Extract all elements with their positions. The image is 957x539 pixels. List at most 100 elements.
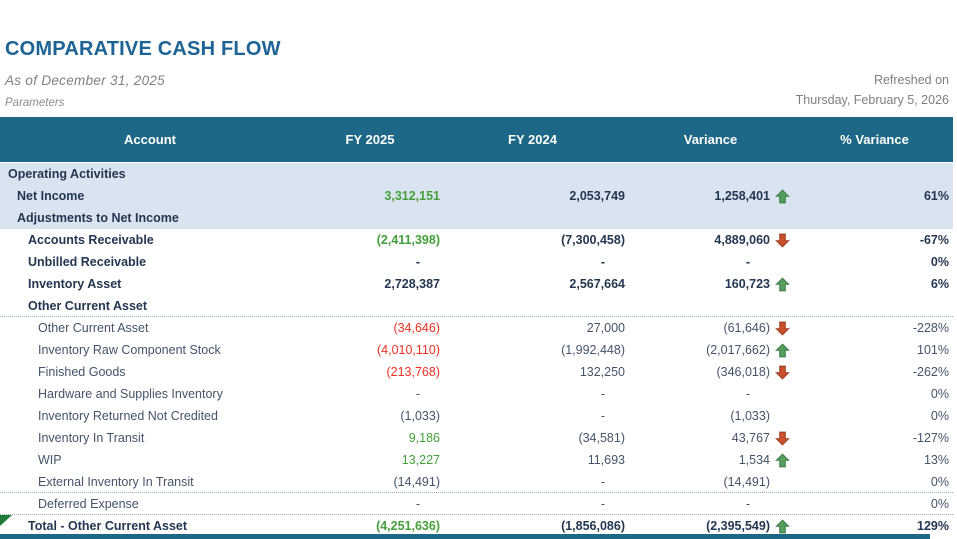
variance-arrow bbox=[770, 163, 796, 185]
column-header-pct-variance[interactable]: % Variance bbox=[840, 132, 909, 147]
pct-variance-value: 0% bbox=[930, 475, 949, 489]
pct-variance-value: -228% bbox=[912, 321, 949, 335]
arrow-up-icon bbox=[770, 515, 796, 537]
table-row[interactable]: External Inventory In Transit (14,491) -… bbox=[0, 471, 953, 493]
variance-value: 160,723 bbox=[724, 277, 770, 291]
pct-variance-value: -262% bbox=[912, 365, 949, 379]
table-row[interactable]: Deferred Expense - - - 0% bbox=[0, 493, 953, 515]
account-label: Other Current Asset bbox=[28, 299, 148, 313]
fy2024-value: (7,300,458) bbox=[561, 233, 625, 247]
arrow-down-icon bbox=[770, 229, 796, 251]
fy2024-value: - bbox=[600, 255, 605, 269]
pct-variance-value: 0% bbox=[930, 255, 949, 269]
table-row[interactable]: Inventory Raw Component Stock (4,010,110… bbox=[0, 339, 953, 361]
fy2025-value: - bbox=[415, 387, 420, 401]
pct-variance-value: 129% bbox=[917, 519, 949, 533]
table-body: Operating Activities Net Income 3,312,15… bbox=[0, 163, 953, 537]
table-row[interactable]: Finished Goods (213,768) 132,250 (346,01… bbox=[0, 361, 953, 383]
fy2025-value: (4,010,110) bbox=[376, 343, 440, 357]
variance-arrow bbox=[770, 251, 796, 273]
table-row[interactable]: Net Income 3,312,151 2,053,749 1,258,401… bbox=[0, 185, 953, 207]
fy2024-value: (34,581) bbox=[578, 431, 625, 445]
variance-arrow bbox=[770, 493, 796, 515]
table-row[interactable]: WIP 13,227 11,693 1,534 13% bbox=[0, 449, 953, 471]
fy2025-value: (213,768) bbox=[386, 365, 440, 379]
table-row[interactable]: Hardware and Supplies Inventory - - - 0% bbox=[0, 383, 953, 405]
column-header-fy2025[interactable]: FY 2025 bbox=[345, 132, 395, 147]
table-row[interactable]: Total - Other Current Asset (4,251,636) … bbox=[0, 515, 953, 537]
refresh-info: Refreshed on Thursday, February 5, 2026 bbox=[796, 70, 949, 110]
fy2024-value: 2,053,749 bbox=[569, 189, 625, 203]
arrow-up-icon bbox=[770, 339, 796, 361]
fy2024-value: 2,567,664 bbox=[569, 277, 625, 291]
account-label: Operating Activities bbox=[8, 167, 126, 181]
account-label: Inventory In Transit bbox=[38, 431, 145, 445]
variance-value: (1,033) bbox=[730, 409, 770, 423]
arrow-up-icon bbox=[770, 449, 796, 471]
variance-arrow bbox=[770, 295, 796, 317]
table-row[interactable]: Other Current Asset (34,646) 27,000 (61,… bbox=[0, 317, 953, 339]
table-row[interactable]: Adjustments to Net Income bbox=[0, 207, 953, 229]
bottom-accent-bar bbox=[0, 534, 930, 539]
variance-arrow bbox=[770, 207, 796, 229]
fy2025-value: (4,251,636) bbox=[376, 519, 440, 533]
column-header-variance[interactable]: Variance bbox=[683, 132, 738, 147]
account-label: Adjustments to Net Income bbox=[17, 211, 179, 225]
pct-variance-value: 6% bbox=[930, 277, 949, 291]
column-header-fy2024[interactable]: FY 2024 bbox=[508, 132, 557, 147]
table-row[interactable]: Inventory In Transit 9,186 (34,581) 43,7… bbox=[0, 427, 953, 449]
fy2025-value: 3,312,151 bbox=[384, 189, 440, 203]
variance-value: - bbox=[745, 497, 750, 511]
account-label: Inventory Raw Component Stock bbox=[38, 343, 221, 357]
parameters-label: Parameters bbox=[5, 97, 65, 109]
table-row[interactable]: Other Current Asset bbox=[0, 295, 953, 317]
table-row[interactable]: Unbilled Receivable - - - 0% bbox=[0, 251, 953, 273]
fy2024-value: (1,856,086) bbox=[561, 519, 625, 533]
arrow-up-icon bbox=[770, 273, 796, 295]
page-title: COMPARATIVE CASH FLOW bbox=[5, 38, 281, 60]
variance-value: - bbox=[745, 387, 750, 401]
table-row[interactable]: Inventory Asset 2,728,387 2,567,664 160,… bbox=[0, 273, 953, 295]
pct-variance-value: -127% bbox=[912, 431, 949, 445]
pct-variance-value: 0% bbox=[930, 387, 949, 401]
arrow-down-icon bbox=[770, 427, 796, 449]
account-label: Hardware and Supplies Inventory bbox=[38, 387, 223, 401]
cash-flow-table: Account FY 2025 FY 2024 Variance % Varia… bbox=[0, 117, 953, 537]
arrow-down-icon bbox=[770, 361, 796, 383]
column-header-account[interactable]: Account bbox=[124, 132, 176, 147]
fy2024-value: - bbox=[600, 497, 605, 511]
pct-variance-value: 101% bbox=[917, 343, 949, 357]
table-row[interactable]: Inventory Returned Not Credited (1,033) … bbox=[0, 405, 953, 427]
refreshed-on-label: Refreshed on bbox=[873, 73, 949, 87]
variance-value: 43,767 bbox=[731, 431, 770, 445]
fy2025-value: (14,491) bbox=[393, 475, 440, 489]
table-row[interactable]: Accounts Receivable (2,411,398) (7,300,4… bbox=[0, 229, 953, 251]
variance-value: (61,646) bbox=[723, 321, 770, 335]
table-row[interactable]: Operating Activities bbox=[0, 163, 953, 185]
fy2025-value: 2,728,387 bbox=[384, 277, 440, 291]
account-label: Inventory Returned Not Credited bbox=[38, 409, 218, 423]
account-label: Inventory Asset bbox=[28, 277, 122, 291]
pct-variance-value: -67% bbox=[919, 233, 949, 247]
pct-variance-value: 13% bbox=[923, 453, 949, 467]
account-label: Deferred Expense bbox=[38, 497, 139, 511]
arrow-up-icon bbox=[770, 185, 796, 207]
variance-value: (346,018) bbox=[716, 365, 770, 379]
refreshed-date: Thursday, February 5, 2026 bbox=[795, 93, 949, 107]
fy2025-value: (1,033) bbox=[400, 409, 440, 423]
fy2025-value: 13,227 bbox=[401, 453, 440, 467]
account-label: Other Current Asset bbox=[38, 321, 149, 335]
variance-arrow bbox=[770, 471, 796, 493]
fy2024-value: - bbox=[600, 409, 605, 423]
arrow-down-icon bbox=[770, 317, 796, 339]
variance-arrow bbox=[770, 383, 796, 405]
variance-value: 4,889,060 bbox=[714, 233, 770, 247]
fy2024-value: 132,250 bbox=[579, 365, 625, 379]
fy2025-value: 9,186 bbox=[408, 431, 440, 445]
fy2024-value: (1,992,448) bbox=[561, 343, 625, 357]
variance-value: - bbox=[745, 255, 750, 269]
variance-value: 1,258,401 bbox=[714, 189, 770, 203]
variance-value: 1,534 bbox=[738, 453, 770, 467]
pct-variance-value: 0% bbox=[930, 497, 949, 511]
fy2024-value: - bbox=[600, 387, 605, 401]
